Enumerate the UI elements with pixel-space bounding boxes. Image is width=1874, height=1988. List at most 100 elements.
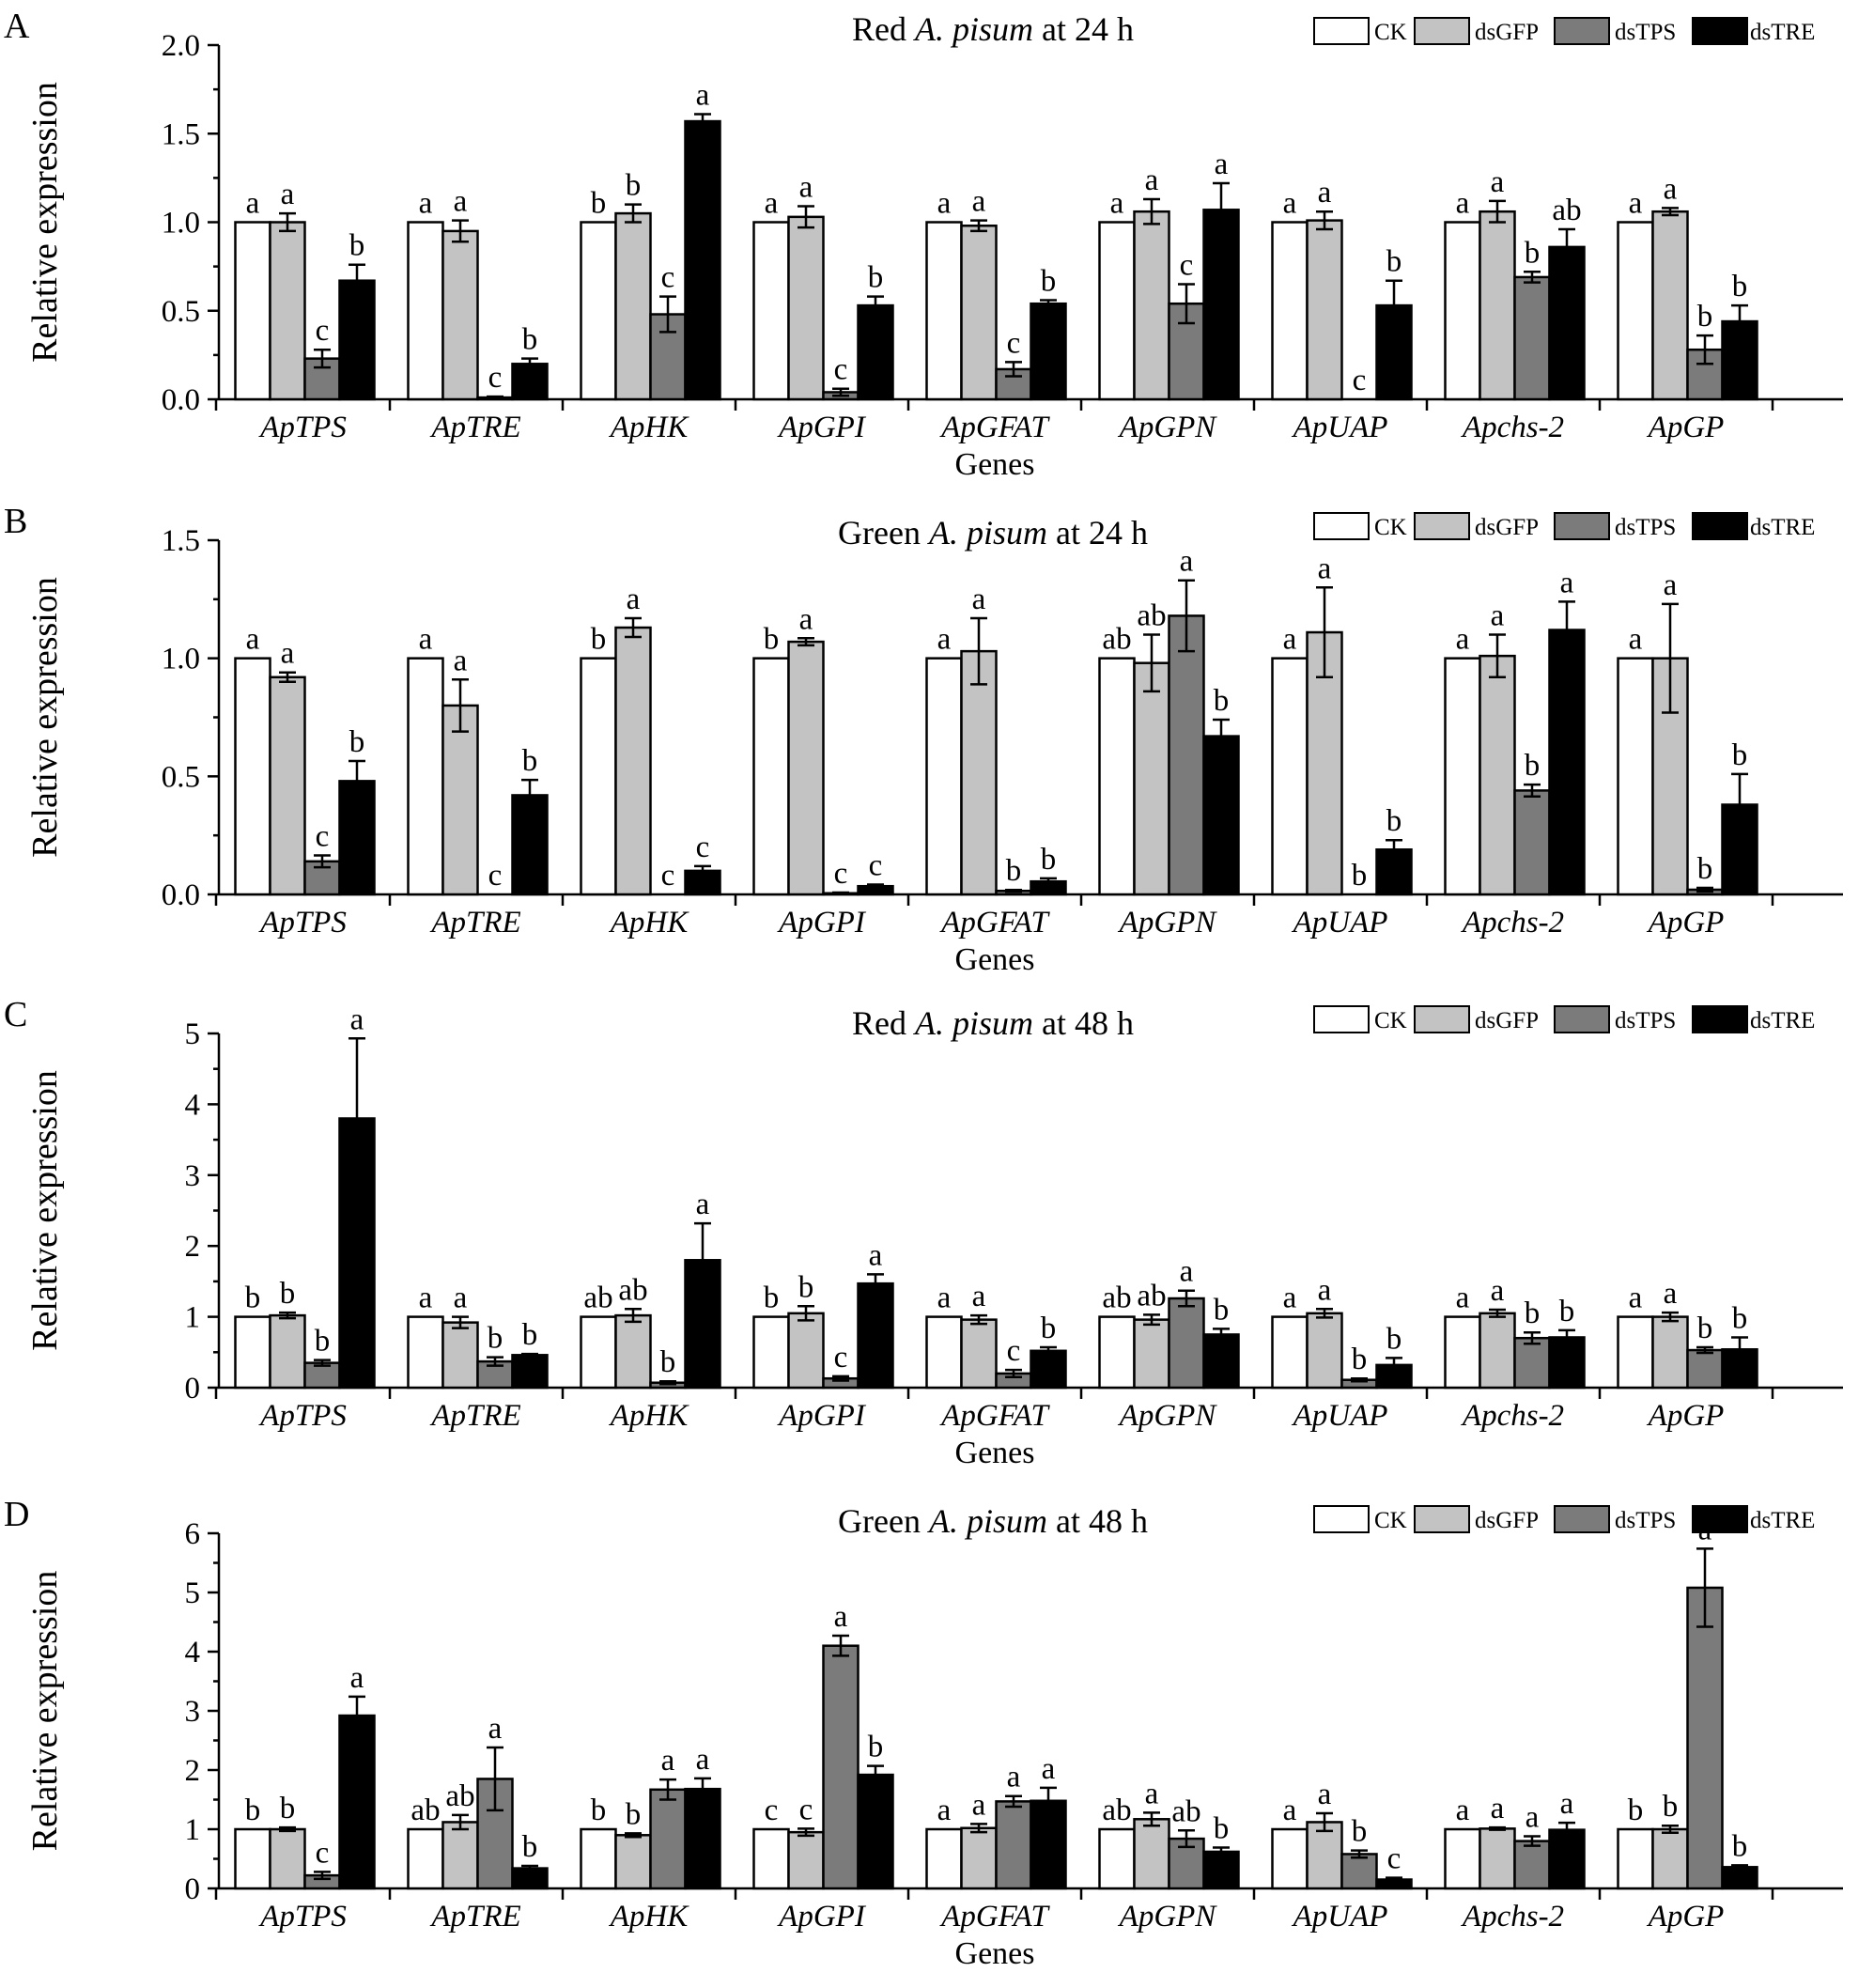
significance-letter: b: [1697, 300, 1713, 334]
bar-dsTPS-Apchs-2: [1513, 789, 1551, 896]
significance-letter: a: [1145, 1777, 1159, 1810]
legend-label-dsGFP: dsGFP: [1475, 20, 1539, 45]
legend-swatch-CK: [1313, 17, 1370, 45]
gene-label-ApGPN: ApGPN: [1118, 411, 1218, 444]
significance-letter: a: [972, 1788, 986, 1822]
significance-letter: a: [937, 623, 952, 657]
bar-CK-Apchs-2: [1444, 1827, 1481, 1890]
significance-letter: b: [1697, 1312, 1713, 1345]
y-tick-label: 0.5: [162, 295, 200, 329]
significance-letter: b: [280, 1792, 296, 1825]
significance-letter: ab: [1137, 1279, 1166, 1312]
bar-dsTRE-ApTRE: [511, 794, 549, 896]
significance-letter: a: [1318, 1273, 1332, 1307]
panel-B: B Green A. pisum at 24 h CK dsGFP dsTPS dsTRE…: [4, 502, 1843, 977]
legend-swatch-dsTRE: [1692, 1505, 1748, 1533]
gene-label-ApGFAT: ApGFAT: [939, 1399, 1050, 1433]
significance-letter: c: [1387, 1842, 1402, 1876]
bar-dsTRE-ApTPS: [338, 279, 376, 401]
bar-CK-ApGFAT: [925, 657, 963, 896]
significance-letter: b: [1386, 804, 1402, 838]
y-tick-label: 4: [185, 1636, 201, 1670]
bar-dsGFP-ApGFAT: [960, 1826, 998, 1890]
y-axis-label: Relative expression: [25, 1070, 65, 1351]
significance-letter: a: [1283, 1281, 1297, 1315]
significance-letter: ab: [618, 1273, 647, 1307]
bar-CK-ApGPI: [752, 1315, 790, 1390]
y-tick-label: 0: [185, 1872, 201, 1906]
significance-letter: a: [1664, 1277, 1678, 1311]
bar-dsGFP-ApUAP: [1306, 1821, 1343, 1890]
bar-dsTPS-ApUAP: [1340, 1853, 1378, 1890]
y-axis-label: Relative expression: [25, 1571, 65, 1852]
panel-letter: C: [4, 995, 27, 1034]
significance-letter: a: [1698, 1513, 1712, 1546]
significance-letter: a: [1560, 566, 1574, 599]
bar-dsTRE-Apchs-2: [1548, 629, 1586, 896]
bar-dsTPS-ApGPN: [1168, 1297, 1205, 1390]
bar-dsGFP-ApGPI: [787, 640, 825, 896]
significance-letter: ab: [1102, 1281, 1131, 1315]
gene-label-ApGPN: ApGPN: [1118, 1900, 1218, 1934]
bar-CK-ApHK: [580, 1315, 617, 1390]
bar-CK-ApTRE: [407, 221, 444, 401]
bar-CK-ApGP: [1617, 1315, 1654, 1390]
bar-CK-ApHK: [580, 1827, 617, 1890]
gene-label-ApGPN: ApGPN: [1118, 906, 1218, 940]
gene-label-ApTRE: ApTRE: [429, 1399, 520, 1433]
gene-label-ApTRE: ApTRE: [429, 1900, 520, 1934]
significance-letter: a: [937, 1794, 952, 1827]
bar-dsTRE-ApGPI: [857, 1773, 894, 1890]
legend-label-CK: CK: [1374, 515, 1407, 540]
bar-dsTRE-ApGPN: [1202, 1333, 1240, 1390]
bar-CK-Apchs-2: [1444, 221, 1481, 401]
legend-label-dsGFP: dsGFP: [1475, 515, 1539, 540]
significance-letter: c: [834, 353, 848, 387]
significance-letter: a: [246, 623, 260, 657]
significance-letter: a: [1180, 545, 1194, 579]
bar-CK-Apchs-2: [1444, 1315, 1481, 1390]
significance-letter: a: [454, 644, 468, 677]
legend-label-dsTPS: dsTPS: [1615, 1008, 1676, 1033]
significance-letter: a: [1491, 165, 1505, 199]
significance-letter: a: [1283, 623, 1297, 657]
y-tick-label: 2: [185, 1754, 201, 1788]
gene-label-ApGPI: ApGPI: [777, 411, 867, 444]
legend-label-dsTPS: dsTPS: [1615, 20, 1676, 45]
significance-letter: b: [660, 1345, 676, 1379]
significance-letter: c: [488, 859, 503, 893]
significance-letter: a: [1664, 568, 1678, 602]
significance-letter: a: [1456, 1281, 1470, 1315]
y-tick-label: 6: [185, 1517, 201, 1551]
gene-label-ApGP: ApGP: [1647, 411, 1725, 444]
legend-label-dsTRE: dsTRE: [1750, 515, 1815, 540]
significance-letter: b: [1352, 1343, 1368, 1376]
bar-CK-ApGFAT: [925, 221, 963, 401]
significance-letter: b: [591, 1794, 607, 1827]
significance-letter: a: [419, 623, 433, 657]
significance-letter: b: [1214, 1293, 1230, 1327]
significance-letter: b: [591, 187, 607, 221]
significance-letter: b: [488, 1322, 503, 1356]
significance-letter: b: [349, 725, 365, 759]
panel-letter: D: [4, 1495, 29, 1534]
legend-swatch-dsTPS: [1554, 1505, 1610, 1533]
chart-title: Green A. pisum at 48 h: [838, 1502, 1148, 1540]
significance-letter: a: [488, 1712, 503, 1746]
legend: CK dsGFP dsTPS dsTRE: [1313, 17, 1815, 45]
y-tick-label: 1.5: [162, 524, 200, 558]
significance-letter: ab: [583, 1281, 612, 1315]
bar-dsTRE-ApGPN: [1202, 735, 1240, 896]
y-tick-label: 1: [185, 1301, 201, 1335]
significance-letter: a: [1629, 623, 1643, 657]
chart-title: Green A. pisum at 24 h: [838, 514, 1148, 551]
bar-dsGFP-ApHK: [614, 1834, 652, 1890]
significance-letter: a: [1318, 1778, 1332, 1811]
bar-CK-ApHK: [580, 657, 617, 896]
bar-dsTRE-ApGP: [1721, 1866, 1758, 1890]
chart-title: Red A. pisum at 48 h: [852, 1004, 1134, 1042]
bar-dsGFP-ApGPI: [787, 215, 825, 401]
gene-label-ApTRE: ApTRE: [429, 411, 520, 444]
bar-CK-ApTPS: [234, 657, 271, 896]
bar-CK-ApGPI: [752, 221, 790, 401]
